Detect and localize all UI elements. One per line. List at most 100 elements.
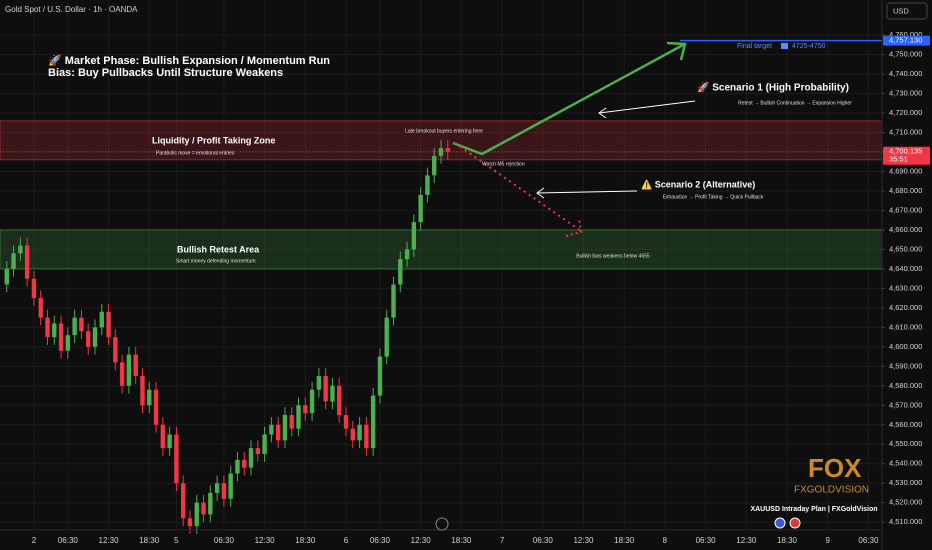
replay-icon[interactable] [435,517,449,531]
x-tick-label: 06:30 [696,536,717,545]
zone [0,229,883,270]
candle-body [411,222,417,250]
price-label: 4,757.130 [889,36,922,45]
y-tick-label: 4,650.000 [889,244,922,253]
y-tick-label: 4,540.000 [889,459,922,468]
bearish-arrowhead [565,217,583,237]
y-tick-label: 4,510.000 [889,517,922,526]
y-tick-label: 4,760.000 [889,30,922,39]
x-tick-label: 2 [32,536,37,545]
candle-body [384,317,389,357]
scenario1-path: Retest → Bullish Continuation → Expansio… [738,100,852,106]
candle-body [92,327,98,347]
candle-body [316,376,322,390]
target-icon [781,43,788,49]
logo-plan: XAUUSD Intraday Plan | FXGoldVision [750,506,877,513]
candle-body [214,483,220,493]
y-tick-label: 4,590.000 [889,361,922,370]
y-tick-label: 4,600.000 [889,342,922,351]
bearish-arrow [454,142,582,232]
x-tick-label: 06:30 [214,536,235,545]
candle-body [275,424,281,441]
candle-body [187,518,193,527]
x-tick-label: 06:30 [533,536,554,545]
x-tick-label: 8 [663,536,668,545]
y-tick-label: 4,550.000 [889,439,922,448]
y-tick-label: 4,560.000 [889,420,922,429]
scenario2-path: Exhaustion → Profit Taking → Quick Pullb… [663,194,764,200]
candle-body [194,502,199,527]
y-tick-label: 4,530.000 [889,478,922,487]
candle-body [119,362,125,386]
target-label: Final target [737,43,772,50]
logo-mark: FOX [808,453,862,483]
candle-body [228,473,233,499]
x-tick-label: 12:30 [411,536,432,545]
candle-body [242,459,247,468]
flag-icon [774,517,786,529]
candle-body [289,415,294,429]
late-buyers-note: Late breakout buyers entering here [405,128,483,134]
x-tick-label: 18:30 [451,536,472,545]
candle-body [38,298,43,318]
candle-body [337,385,342,416]
y-tick-label: 4,740.000 [889,69,922,78]
x-tick-label: 18:30 [139,536,160,545]
candle-body [86,331,91,347]
candle-body [18,245,23,254]
y-tick-label: 4,630.000 [889,283,922,292]
candle-body [79,317,84,332]
scenario2-title: ⚠️ Scenario 2 (Alternative) [641,178,755,189]
candle-body [330,385,335,402]
candle-body [282,415,288,441]
candle-body [262,434,267,455]
candle-body [255,448,261,455]
x-tick-label: 9 [825,536,830,545]
price-countdown: 35:51 [889,155,908,164]
candle-body [72,317,77,336]
currency-button[interactable] [886,2,928,20]
zone-sublabel: Smart money defending momentum [176,258,255,264]
candle-body [221,483,227,499]
candle-body [364,424,369,449]
y-tick-label: 4,750.000 [889,50,922,59]
candle-body [432,155,437,176]
zone-label: Bullish Retest Area [177,244,260,254]
candle-body [4,268,9,285]
candle-body [147,389,152,406]
candle-body [418,194,423,223]
candle-body [377,356,383,396]
candle-body [65,335,71,351]
candle-body [133,354,138,377]
candle-body [248,448,254,468]
y-tick-label: 4,620.000 [889,303,922,312]
x-tick-label: 12:30 [255,536,276,545]
candle-body [99,311,104,328]
y-tick-label: 4,570.000 [889,400,922,409]
candle-body [296,405,301,429]
y-tick-label: 4,690.000 [889,166,922,175]
scenario1-pointer [598,100,696,114]
candle-body [269,424,274,435]
y-tick-label: 4,660.000 [889,225,922,234]
scenario1-pointer-head [598,107,607,119]
candle-body [160,424,166,449]
x-tick-label: 12:30 [573,536,594,545]
x-tick-label: 6 [344,536,349,545]
candle-body [153,389,159,425]
m5-note: Watch M5 rejection [482,161,525,167]
logo-name: FXGOLDVISION [794,485,869,496]
candle-body [350,428,355,441]
currency[interactable]: USD [893,6,909,15]
candle-body [370,395,376,449]
phase-text: 🚀 Market Phase: Bullish Expansion / Mome… [48,54,330,67]
flag-icon [789,517,801,529]
y-tick-label: 4,640.000 [889,264,922,273]
weakens-note: Bullish bias weakens below 4655 [576,253,650,259]
candle-body [391,284,396,318]
candle-body [438,148,444,156]
background-layer [0,0,883,530]
scenario2-pointer [536,190,638,194]
y-tick-label: 4,730.000 [889,89,922,98]
candle-body [140,376,145,406]
